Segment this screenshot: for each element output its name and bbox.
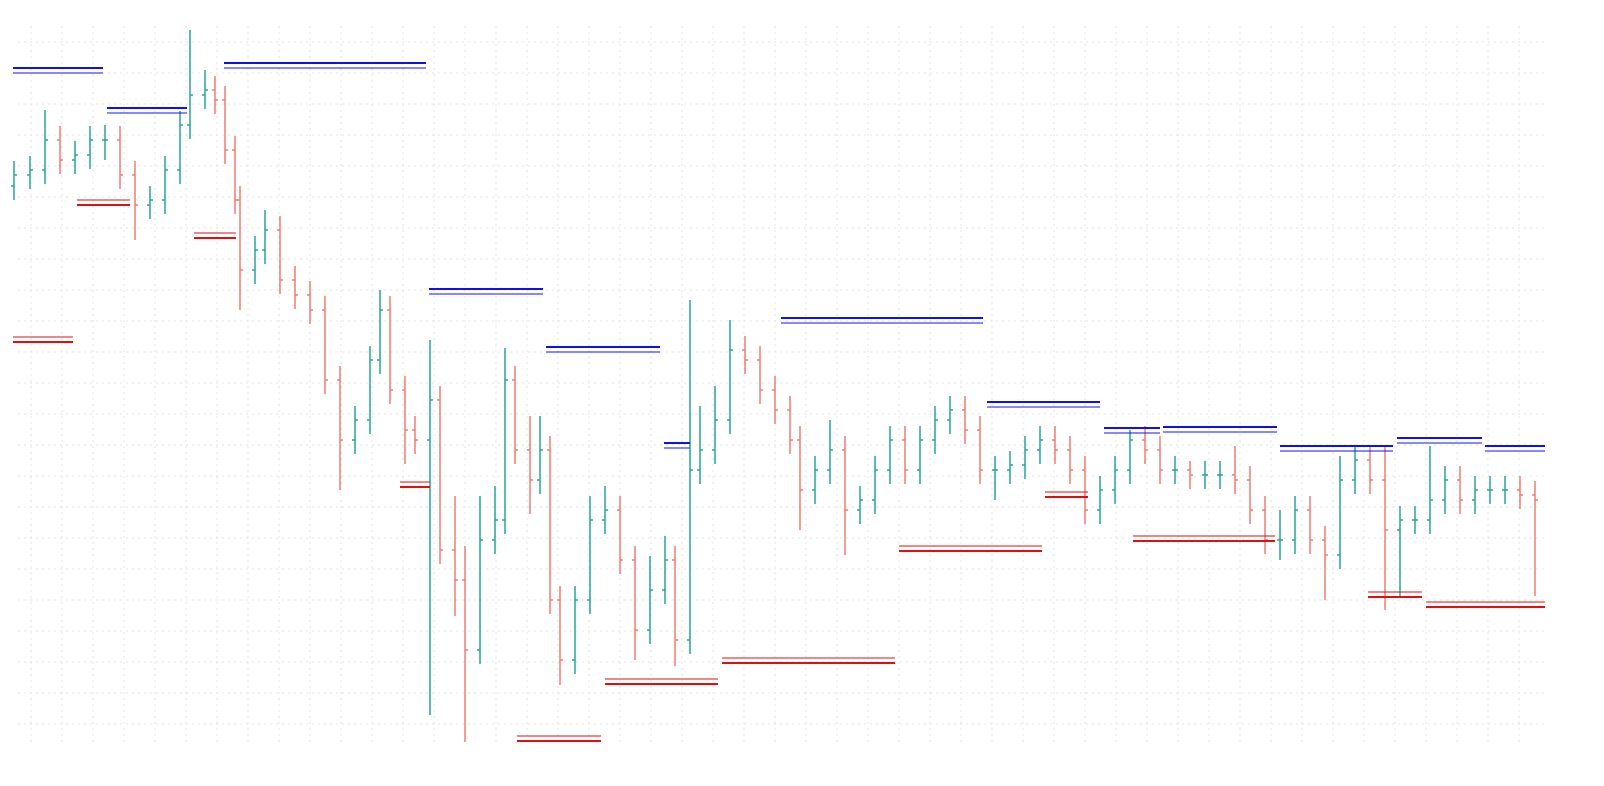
page: (() => { const data = JSON.parse(documen… [11, 26, 1545, 745]
chart [11, 26, 1545, 745]
